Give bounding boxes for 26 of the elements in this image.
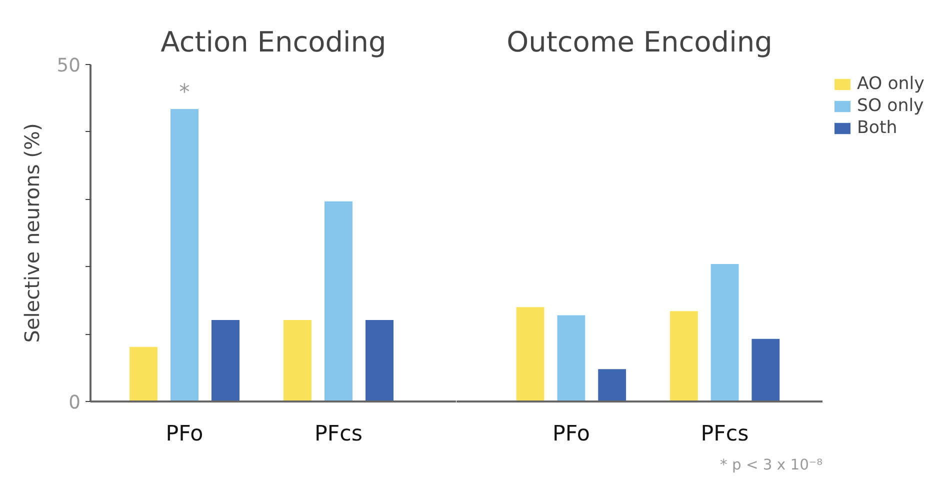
x-tick-label: PFo	[552, 422, 590, 446]
bar	[598, 369, 626, 402]
chart-title: Action Encoding	[160, 26, 386, 58]
bar	[212, 320, 240, 402]
legend-label: AO only	[857, 74, 924, 94]
data-label: *	[179, 80, 190, 105]
x-tick-label: PFcs	[700, 422, 749, 446]
x-tick-label: PFcs	[314, 422, 362, 446]
chart-title: Outcome Encoding	[506, 26, 772, 58]
y-tick-label: 50	[56, 56, 81, 76]
y-axis-title: Selective neurons (%)	[20, 123, 44, 343]
bar	[366, 320, 394, 402]
bar	[516, 307, 544, 402]
bar	[670, 311, 698, 402]
legend-label: Both	[857, 118, 898, 138]
bar	[130, 346, 158, 402]
bar	[324, 201, 352, 402]
bar	[752, 338, 780, 402]
legend-label: SO only	[857, 96, 924, 116]
text: * p < 3 x 10⁻⁸	[720, 456, 823, 474]
x-tick-label: PFo	[166, 422, 204, 446]
bar	[557, 315, 586, 402]
bar	[170, 108, 198, 402]
bar	[284, 320, 312, 402]
y-tick-label: 0	[68, 392, 81, 414]
bar	[710, 264, 739, 402]
